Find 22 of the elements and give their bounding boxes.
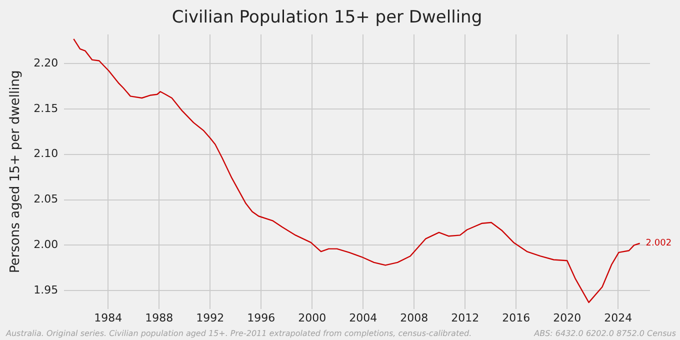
x-tick-label: 2008: [400, 311, 428, 324]
x-tick-label: 2004: [349, 311, 378, 324]
chart-title: Civilian Population 15+ per Dwelling: [172, 8, 482, 28]
annotation: 2.002: [646, 238, 672, 249]
y-tick-label: 1.95: [34, 283, 58, 296]
y-tick-label: 2.20: [34, 56, 58, 70]
x-tick-label: 2020: [553, 311, 582, 324]
x-tick-label: 1992: [196, 311, 224, 324]
text: Australia. Original series. Civilian population aged 15+. Pre-2011 extrapolated from completions, census-calibrated.: [5, 329, 472, 338]
x-tick-label: 2016: [502, 311, 530, 324]
x-tick-label: 1984: [94, 311, 122, 324]
x-tick-label: 1988: [145, 311, 174, 324]
text: ABS: 6432.0 6202.0 8752.0 Census: [533, 329, 676, 338]
x-tick-label: 1996: [247, 311, 276, 324]
y-tick-label: 2.05: [34, 192, 58, 206]
x-tick-label: 2024: [604, 311, 632, 324]
y-tick-label: 2.10: [34, 147, 58, 160]
x-tick-label: 2000: [298, 311, 326, 324]
x-tick-label: 2012: [451, 311, 480, 324]
y-axis-title: Persons aged 15+ per dwelling: [8, 70, 24, 273]
y-tick-label: 2.00: [34, 238, 58, 252]
y-tick-label: 2.15: [34, 102, 58, 115]
